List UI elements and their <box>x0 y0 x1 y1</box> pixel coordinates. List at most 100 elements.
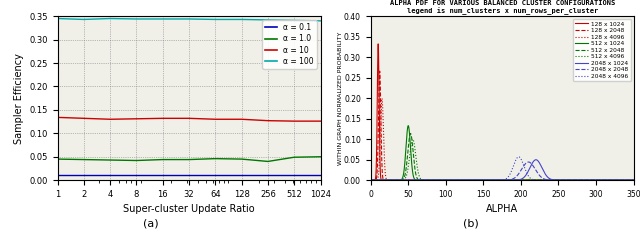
128 x 4096 <box>367 179 374 182</box>
Legend: α = 0.1, α = 1.0, α = 10, α = 100: α = 0.1, α = 1.0, α = 10, α = 100 <box>262 20 317 69</box>
128 x 2048 <box>419 179 427 182</box>
128 x 1024 <box>367 179 374 182</box>
128 x 4096 <box>378 97 386 100</box>
2048 x 2048 <box>538 176 545 179</box>
Line: 128 x 1024: 128 x 1024 <box>371 44 634 180</box>
512 x 2048 <box>525 179 532 182</box>
128 x 4096 <box>525 179 532 182</box>
512 x 2048 <box>563 179 571 182</box>
512 x 2048 <box>467 179 475 182</box>
128 x 2048 <box>525 179 532 182</box>
2048 x 2048 <box>630 179 637 182</box>
512 x 1024 <box>525 179 532 182</box>
128 x 2048 <box>467 179 475 182</box>
512 x 4096 <box>538 179 546 182</box>
2048 x 4096 <box>367 179 374 182</box>
128 x 2048 <box>376 70 383 73</box>
128 x 2048 <box>538 179 546 182</box>
128 x 1024 <box>467 179 475 182</box>
Title: ALPHA PDF FOR VARIOUS BALANCED CLUSTER CONFIGURATIONS
legend is num_clusters x n: ALPHA PDF FOR VARIOUS BALANCED CLUSTER C… <box>390 0 615 15</box>
512 x 4096 <box>630 179 637 182</box>
2048 x 2048 <box>525 161 532 163</box>
2048 x 1024 <box>563 179 571 182</box>
Text: (a): (a) <box>143 218 158 228</box>
2048 x 4096 <box>563 179 571 182</box>
128 x 4096 <box>538 179 546 182</box>
512 x 4096 <box>467 179 475 182</box>
2048 x 4096 <box>467 179 475 182</box>
128 x 2048 <box>367 179 374 182</box>
X-axis label: ALPHA: ALPHA <box>486 204 518 214</box>
2048 x 4096 <box>515 155 522 158</box>
2048 x 2048 <box>525 161 532 163</box>
128 x 1024 <box>563 179 571 182</box>
2048 x 4096 <box>525 175 532 177</box>
Line: 512 x 4096: 512 x 4096 <box>371 139 634 180</box>
Text: (b): (b) <box>463 218 478 228</box>
X-axis label: Super-cluster Update Ratio: Super-cluster Update Ratio <box>124 204 255 214</box>
512 x 1024 <box>630 179 637 182</box>
128 x 1024 <box>374 43 382 45</box>
512 x 2048 <box>583 179 591 182</box>
512 x 2048 <box>508 179 516 182</box>
2048 x 1024 <box>415 179 422 182</box>
512 x 1024 <box>367 179 374 182</box>
2048 x 1024 <box>583 179 591 182</box>
128 x 1024 <box>525 179 532 182</box>
128 x 2048 <box>583 179 591 182</box>
512 x 2048 <box>630 179 637 182</box>
2048 x 1024 <box>630 179 637 182</box>
512 x 1024 <box>415 179 422 182</box>
128 x 2048 <box>415 179 422 182</box>
Line: 512 x 1024: 512 x 1024 <box>371 126 634 180</box>
128 x 4096 <box>415 179 422 182</box>
512 x 4096 <box>525 179 532 182</box>
512 x 4096 <box>367 179 374 182</box>
2048 x 1024 <box>467 179 475 182</box>
512 x 2048 <box>415 178 422 181</box>
512 x 1024 <box>467 179 475 182</box>
Line: 2048 x 4096: 2048 x 4096 <box>371 157 634 180</box>
2048 x 2048 <box>467 179 475 182</box>
Legend: 128 x 1024, 128 x 2048, 128 x 4096, 512 x 1024, 512 x 2048, 512 x 4096, 2048 x 1: 128 x 1024, 128 x 2048, 128 x 4096, 512 … <box>573 19 630 81</box>
2048 x 4096 <box>583 179 591 182</box>
512 x 2048 <box>406 132 414 135</box>
128 x 4096 <box>563 179 571 182</box>
Y-axis label: Sampler Efficiency: Sampler Efficiency <box>14 53 24 144</box>
Line: 512 x 2048: 512 x 2048 <box>371 134 634 180</box>
512 x 1024 <box>492 179 499 182</box>
128 x 2048 <box>563 179 571 182</box>
512 x 2048 <box>367 179 374 182</box>
2048 x 2048 <box>367 179 374 182</box>
Line: 128 x 4096: 128 x 4096 <box>371 98 634 180</box>
2048 x 2048 <box>563 179 571 182</box>
128 x 1024 <box>538 179 546 182</box>
512 x 4096 <box>415 172 422 175</box>
2048 x 2048 <box>415 179 422 182</box>
128 x 4096 <box>436 179 444 182</box>
512 x 1024 <box>404 124 412 127</box>
128 x 1024 <box>409 179 417 182</box>
2048 x 4096 <box>538 179 545 182</box>
2048 x 1024 <box>532 158 540 161</box>
128 x 4096 <box>630 179 637 182</box>
512 x 4096 <box>525 179 532 182</box>
512 x 1024 <box>538 179 546 182</box>
128 x 1024 <box>630 179 637 182</box>
128 x 4096 <box>467 179 475 182</box>
2048 x 1024 <box>538 166 545 169</box>
2048 x 2048 <box>583 179 591 182</box>
128 x 1024 <box>583 179 591 182</box>
Line: 2048 x 1024: 2048 x 1024 <box>371 160 634 180</box>
512 x 1024 <box>583 179 591 182</box>
2048 x 4096 <box>630 179 637 182</box>
Line: 2048 x 2048: 2048 x 2048 <box>371 162 634 180</box>
Y-axis label: WITHIN GRAPH NORMALIZED PROBABILITY: WITHIN GRAPH NORMALIZED PROBABILITY <box>337 31 342 165</box>
512 x 4096 <box>563 179 571 182</box>
2048 x 1024 <box>525 170 532 172</box>
Line: 128 x 2048: 128 x 2048 <box>371 71 634 180</box>
2048 x 4096 <box>415 179 422 182</box>
128 x 2048 <box>630 179 637 182</box>
128 x 4096 <box>583 179 591 182</box>
512 x 1024 <box>563 179 571 182</box>
